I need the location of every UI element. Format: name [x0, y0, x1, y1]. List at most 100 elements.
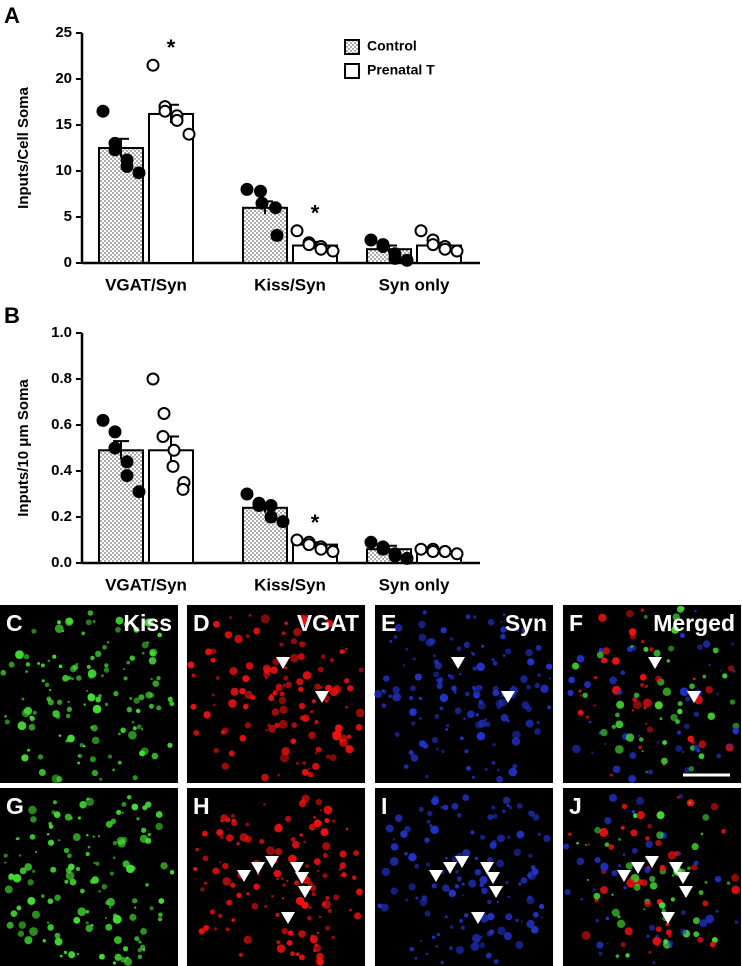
- signal-puncta: [643, 646, 649, 652]
- data-point: [182, 127, 196, 141]
- signal-puncta: [271, 895, 274, 898]
- signal-puncta: [445, 856, 448, 860]
- signal-puncta: [90, 655, 95, 661]
- signal-puncta: [195, 847, 199, 852]
- signal-puncta: [632, 813, 638, 819]
- signal-puncta: [568, 676, 575, 684]
- signal-puncta: [46, 696, 52, 702]
- data-point: [264, 510, 278, 524]
- signal-puncta: [285, 815, 292, 822]
- signal-puncta: [454, 884, 459, 888]
- signal-puncta: [622, 853, 626, 857]
- arrowhead: [501, 691, 515, 703]
- signal-puncta: [272, 689, 279, 696]
- signal-puncta: [459, 918, 464, 923]
- signal-puncta: [222, 862, 229, 870]
- signal-puncta: [18, 921, 27, 929]
- data-point: [270, 228, 284, 242]
- signal-puncta: [383, 675, 390, 682]
- micrograph: D VGAT: [187, 605, 365, 783]
- signal-puncta: [308, 823, 316, 831]
- signal-puncta: [696, 644, 703, 651]
- signal-puncta: [213, 927, 217, 931]
- signal-puncta: [425, 952, 429, 956]
- signal-puncta: [132, 726, 137, 731]
- signal-puncta: [543, 834, 551, 842]
- data-point: [426, 238, 440, 252]
- signal-puncta: [106, 897, 115, 907]
- signal-puncta: [134, 936, 140, 942]
- signal-puncta: [46, 832, 50, 836]
- signal-puncta: [92, 835, 95, 838]
- signal-puncta: [121, 811, 124, 815]
- signal-puncta: [592, 888, 596, 892]
- signal-puncta: [274, 722, 280, 728]
- signal-puncta: [684, 723, 690, 730]
- data-point: [414, 542, 428, 556]
- signal-puncta: [117, 732, 121, 736]
- signal-puncta: [497, 769, 500, 772]
- signal-puncta: [667, 940, 674, 946]
- signal-puncta: [666, 659, 670, 663]
- signal-puncta: [299, 833, 303, 837]
- signal-puncta: [117, 760, 122, 765]
- signal-puncta: [112, 914, 122, 924]
- signal-puncta: [144, 618, 153, 627]
- y-axis-label: Inputs/10 μm Soma: [15, 379, 32, 517]
- signal-puncta: [69, 878, 77, 886]
- data-point: [426, 545, 440, 558]
- signal-puncta: [604, 817, 612, 825]
- signal-puncta: [431, 737, 438, 744]
- signal-puncta: [649, 924, 656, 931]
- signal-puncta: [69, 665, 77, 673]
- signal-puncta: [279, 691, 285, 697]
- y-tick-label: 15: [55, 116, 72, 133]
- signal-puncta: [6, 921, 14, 929]
- signal-puncta: [408, 853, 417, 862]
- signal-puncta: [32, 869, 36, 873]
- signal-puncta: [148, 703, 154, 709]
- signal-puncta: [692, 677, 696, 681]
- signal-puncta: [410, 685, 416, 692]
- y-tick-label: 20: [55, 70, 72, 87]
- signal-puncta: [346, 685, 354, 692]
- signal-puncta: [138, 940, 142, 944]
- signal-puncta: [596, 651, 604, 659]
- signal-puncta: [505, 913, 513, 921]
- signal-puncta: [403, 764, 409, 769]
- arrowhead: [265, 856, 279, 868]
- signal-puncta: [528, 853, 533, 858]
- y-tick-label: 0.0: [51, 554, 72, 571]
- signal-puncta: [631, 709, 635, 712]
- signal-puncta: [140, 728, 144, 731]
- data-point: [120, 469, 134, 483]
- signal-puncta: [454, 707, 462, 715]
- signal-puncta: [702, 674, 707, 679]
- signal-puncta: [705, 914, 715, 924]
- signal-puncta: [52, 800, 57, 805]
- signal-puncta: [47, 921, 50, 924]
- signal-puncta: [693, 931, 700, 938]
- signal-puncta: [415, 896, 419, 900]
- signal-puncta: [616, 700, 625, 709]
- data-point: [108, 143, 122, 157]
- data-point: [132, 485, 146, 499]
- signal-puncta: [220, 819, 224, 823]
- legend-label: Prenatal T: [367, 62, 435, 78]
- signal-puncta: [281, 927, 288, 935]
- signal-puncta: [317, 666, 324, 673]
- micrograph-bg: [0, 788, 178, 966]
- micrograph: J: [563, 788, 741, 966]
- signal-puncta: [329, 658, 334, 663]
- signal-puncta: [54, 937, 63, 946]
- signal-puncta: [291, 722, 297, 728]
- signal-puncta: [732, 727, 740, 735]
- signal-puncta: [315, 798, 323, 806]
- signal-puncta: [342, 650, 346, 654]
- signal-puncta: [598, 647, 604, 653]
- signal-puncta: [394, 623, 403, 632]
- signal-puncta: [202, 855, 209, 862]
- signal-puncta: [677, 701, 683, 707]
- arrowhead: [486, 872, 500, 884]
